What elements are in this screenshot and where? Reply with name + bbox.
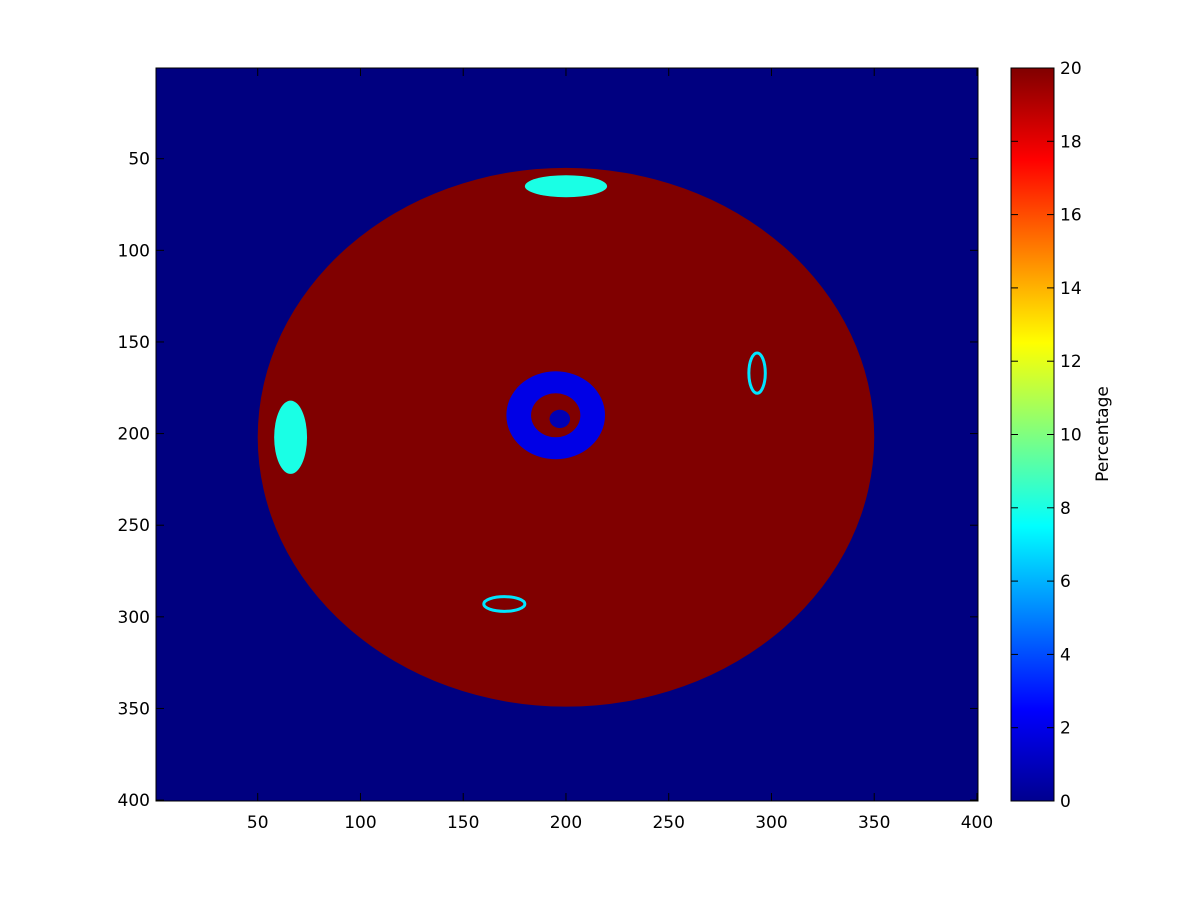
y-tick-label: 50 [128,150,150,170]
region-right-spot [747,351,767,395]
colorbar-tick-label: 12 [1060,352,1082,372]
colorbar-tick-label: 20 [1060,59,1082,79]
x-tick-label: 200 [550,813,582,833]
colorbar-ticks: 0 2 4 6 8 10 12 14 16 18 20 [1011,59,1082,812]
y-tick-label: 250 [118,516,150,536]
y-tick-label: 150 [118,333,150,353]
colorbar-ramp [1010,67,1055,802]
colorbar-tick-label: 8 [1060,499,1071,519]
colorbar-tick-label: 2 [1060,719,1071,739]
region-top-edge-band [524,175,608,198]
colorbar-tick-label: 4 [1060,645,1071,665]
region-bottom-spot [482,595,527,613]
y-tick-label: 400 [118,791,150,811]
colorbar: 0 2 4 6 8 10 12 14 16 18 20 Percentage [1010,59,1113,812]
region-left-edge-band [274,400,308,474]
y-tick-label: 100 [118,241,150,261]
colorbar-tick-label: 6 [1060,572,1071,592]
x-tick-label: 300 [755,813,787,833]
colorbar-tick-label: 18 [1060,132,1082,152]
x-axis: 50 100 150 200 250 300 350 400 [247,68,993,833]
x-tick-label: 150 [447,813,479,833]
x-tick-label: 250 [652,813,684,833]
y-tick-label: 200 [118,425,150,445]
y-tick-label: 300 [118,608,150,628]
x-tick-label: 50 [247,813,269,833]
y-axis: 50 100 150 200 250 300 350 400 [118,150,978,811]
x-tick-label: 400 [961,813,993,833]
colorbar-label: Percentage [1093,386,1113,482]
colorbar-tick-label: 16 [1060,206,1082,226]
region-central-ring [506,371,606,460]
plot-frame [155,67,979,802]
plot-area [156,68,978,801]
y-tick-label: 350 [118,699,150,719]
colorbar-tick-label: 0 [1060,792,1071,812]
region-inner-notch [549,409,571,429]
colorbar-tick-label: 10 [1060,426,1082,446]
colorbar-tick-label: 14 [1060,279,1082,299]
x-tick-label: 350 [858,813,890,833]
x-tick-label: 100 [344,813,376,833]
